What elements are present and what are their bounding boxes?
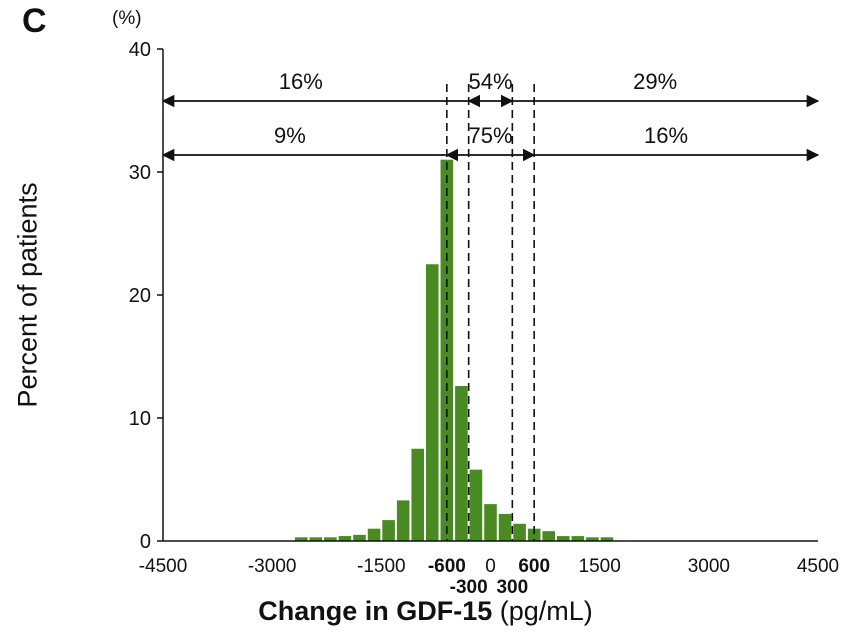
histogram-bar bbox=[353, 534, 366, 541]
x-tick-label: 300 bbox=[496, 577, 528, 598]
histogram-bar bbox=[542, 531, 555, 541]
x-tick-label: -300 bbox=[450, 577, 488, 598]
y-unit-label: (%) bbox=[112, 8, 142, 29]
x-tick-label: -1500 bbox=[357, 556, 406, 577]
x-tick-label: -3000 bbox=[248, 556, 297, 577]
histogram-bar bbox=[426, 264, 439, 541]
x-tick-label: 4500 bbox=[797, 556, 839, 577]
x-tick-label: 0 bbox=[485, 556, 496, 577]
y-tick-label: 20 bbox=[129, 285, 151, 307]
range-annotations-layer: 16% 54% 29% 9% 75% 16% bbox=[161, 69, 820, 162]
x-axis-title-unit: (pg/mL) bbox=[492, 596, 593, 626]
histogram-bar bbox=[557, 536, 570, 541]
range-percent-label: 16% bbox=[279, 69, 323, 94]
histogram-bar bbox=[527, 528, 541, 541]
histogram-bar bbox=[367, 528, 381, 541]
y-tick-label: 40 bbox=[129, 39, 151, 61]
histogram-bar bbox=[455, 386, 468, 541]
y-axis-title: Percent of patients bbox=[12, 182, 43, 408]
x-tick-label: 3000 bbox=[688, 556, 730, 577]
x-axis-title-main: Change in GDF-15 bbox=[258, 596, 493, 626]
bars-layer bbox=[295, 159, 614, 541]
histogram-bar bbox=[600, 537, 614, 541]
histogram-bar bbox=[484, 504, 497, 541]
range-percent-label: 54% bbox=[468, 69, 512, 94]
histogram-bar bbox=[469, 469, 483, 541]
dashed-lines-layer bbox=[446, 84, 535, 541]
x-tick-label: -600 bbox=[428, 556, 466, 577]
x-tick-label: 600 bbox=[518, 556, 550, 577]
y-tick-label: 0 bbox=[140, 531, 151, 553]
range-percent-label: 75% bbox=[468, 123, 512, 148]
histogram-bar bbox=[411, 448, 424, 541]
range-percent-label: 16% bbox=[644, 123, 688, 148]
panel-letter: C bbox=[22, 2, 47, 40]
x-tick-label: -4500 bbox=[139, 556, 188, 577]
histogram-bar bbox=[586, 537, 599, 541]
range-percent-label: 9% bbox=[274, 123, 306, 148]
histogram-bar bbox=[396, 500, 410, 541]
histogram-bar bbox=[382, 520, 395, 541]
x-tick-label: 1500 bbox=[579, 556, 621, 577]
histogram-bar bbox=[498, 513, 512, 541]
y-tick-label: 10 bbox=[129, 408, 151, 430]
y-tick-label: 30 bbox=[129, 162, 151, 184]
histogram-bar bbox=[571, 536, 585, 541]
histogram-bar bbox=[324, 537, 337, 541]
histogram-bar bbox=[513, 523, 526, 541]
histogram-bar bbox=[338, 536, 352, 541]
histogram-bar bbox=[295, 537, 308, 541]
histogram-bar bbox=[309, 537, 323, 541]
x-axis-title: Change in GDF-15 (pg/mL) bbox=[0, 596, 851, 627]
range-percent-label: 29% bbox=[633, 69, 677, 94]
